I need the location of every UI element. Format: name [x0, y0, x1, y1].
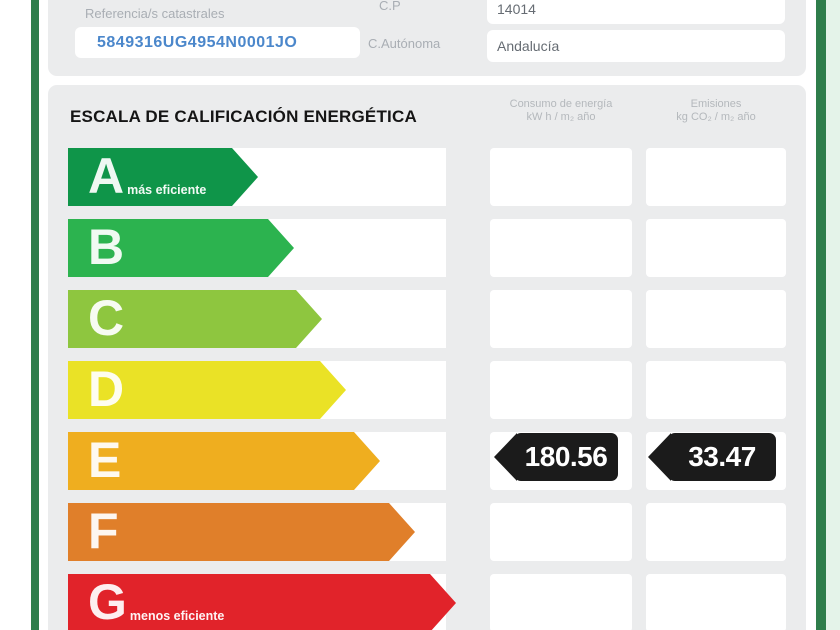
right-mint-strip	[826, 0, 840, 630]
form-panel: Referencia/s catastrales C.P C.Autónoma	[48, 0, 806, 76]
rating-row-g: G menos eficiente	[48, 574, 806, 630]
catastral-input[interactable]	[75, 27, 360, 58]
emisiones-cell	[646, 290, 786, 348]
rating-bar-g: G menos eficiente	[68, 574, 456, 630]
rating-bar-c: C	[68, 290, 322, 348]
emissions-result-badge: 33.47	[648, 433, 776, 481]
emisiones-header-unit: kg CO₂ / m₂ año	[676, 111, 756, 123]
consumo-column-header: Consumo de energía kW h / m₂ año	[490, 98, 632, 124]
emisiones-cell	[646, 503, 786, 561]
emisiones-cell	[646, 219, 786, 277]
autonoma-label: C.Autónoma	[368, 36, 441, 51]
left-green-border	[31, 0, 39, 630]
rating-letter: E	[88, 432, 122, 488]
consumo-cell	[490, 148, 632, 206]
consumo-cell	[490, 361, 632, 419]
rating-bar-e: E	[68, 432, 380, 490]
consumption-result-badge: 180.56	[494, 433, 618, 481]
rating-letter: A	[88, 148, 125, 204]
cp-input[interactable]	[487, 0, 785, 24]
rating-bar-b: B	[68, 219, 294, 277]
rating-note: menos eficiente	[129, 609, 225, 623]
emisiones-cell	[646, 574, 786, 630]
rating-bar-a: A más eficiente	[68, 148, 258, 206]
emisiones-header-title: Emisiones	[690, 98, 742, 110]
rating-bar-d: D	[68, 361, 346, 419]
autonoma-input[interactable]	[487, 30, 785, 62]
scale-title: ESCALA DE CALIFICACIÓN ENERGÉTICA	[70, 107, 417, 126]
emissions-value: 33.47	[688, 441, 756, 472]
emisiones-cell	[646, 148, 786, 206]
badge-arrow-icon	[648, 433, 671, 481]
badge-arrow-icon	[494, 433, 517, 481]
rating-row-c: C	[48, 290, 806, 348]
consumo-cell	[490, 219, 632, 277]
rating-note: más eficiente	[127, 183, 207, 197]
rating-bar-f: F	[68, 503, 415, 561]
consumption-value: 180.56	[524, 441, 608, 472]
badge-body: 180.56	[514, 433, 618, 481]
rating-letter: F	[88, 503, 119, 559]
rating-row-f: F	[48, 503, 806, 561]
consumo-cell	[490, 290, 632, 348]
emisiones-cell	[646, 361, 786, 419]
consumo-cell	[490, 574, 632, 630]
right-green-border	[816, 0, 826, 630]
rating-row-a: A más eficiente	[48, 148, 806, 206]
emisiones-column-header: Emisiones kg CO₂ / m₂ año	[646, 98, 786, 124]
consumo-header-unit: kW h / m₂ año	[526, 111, 596, 123]
rating-row-d: D	[48, 361, 806, 419]
rating-row-b: B	[48, 219, 806, 277]
consumo-header-title: Consumo de energía	[509, 98, 613, 110]
consumo-cell	[490, 503, 632, 561]
rating-letter: B	[88, 219, 125, 275]
rating-letter: G	[88, 574, 127, 630]
energy-scale-panel: ESCALA DE CALIFICACIÓN ENERGÉTICA Consum…	[48, 85, 806, 630]
cp-label: C.P	[379, 0, 401, 13]
rating-letter: D	[88, 361, 125, 417]
catastral-label: Referencia/s catastrales	[85, 6, 225, 21]
badge-body: 33.47	[668, 433, 776, 481]
rating-letter: C	[88, 290, 125, 346]
